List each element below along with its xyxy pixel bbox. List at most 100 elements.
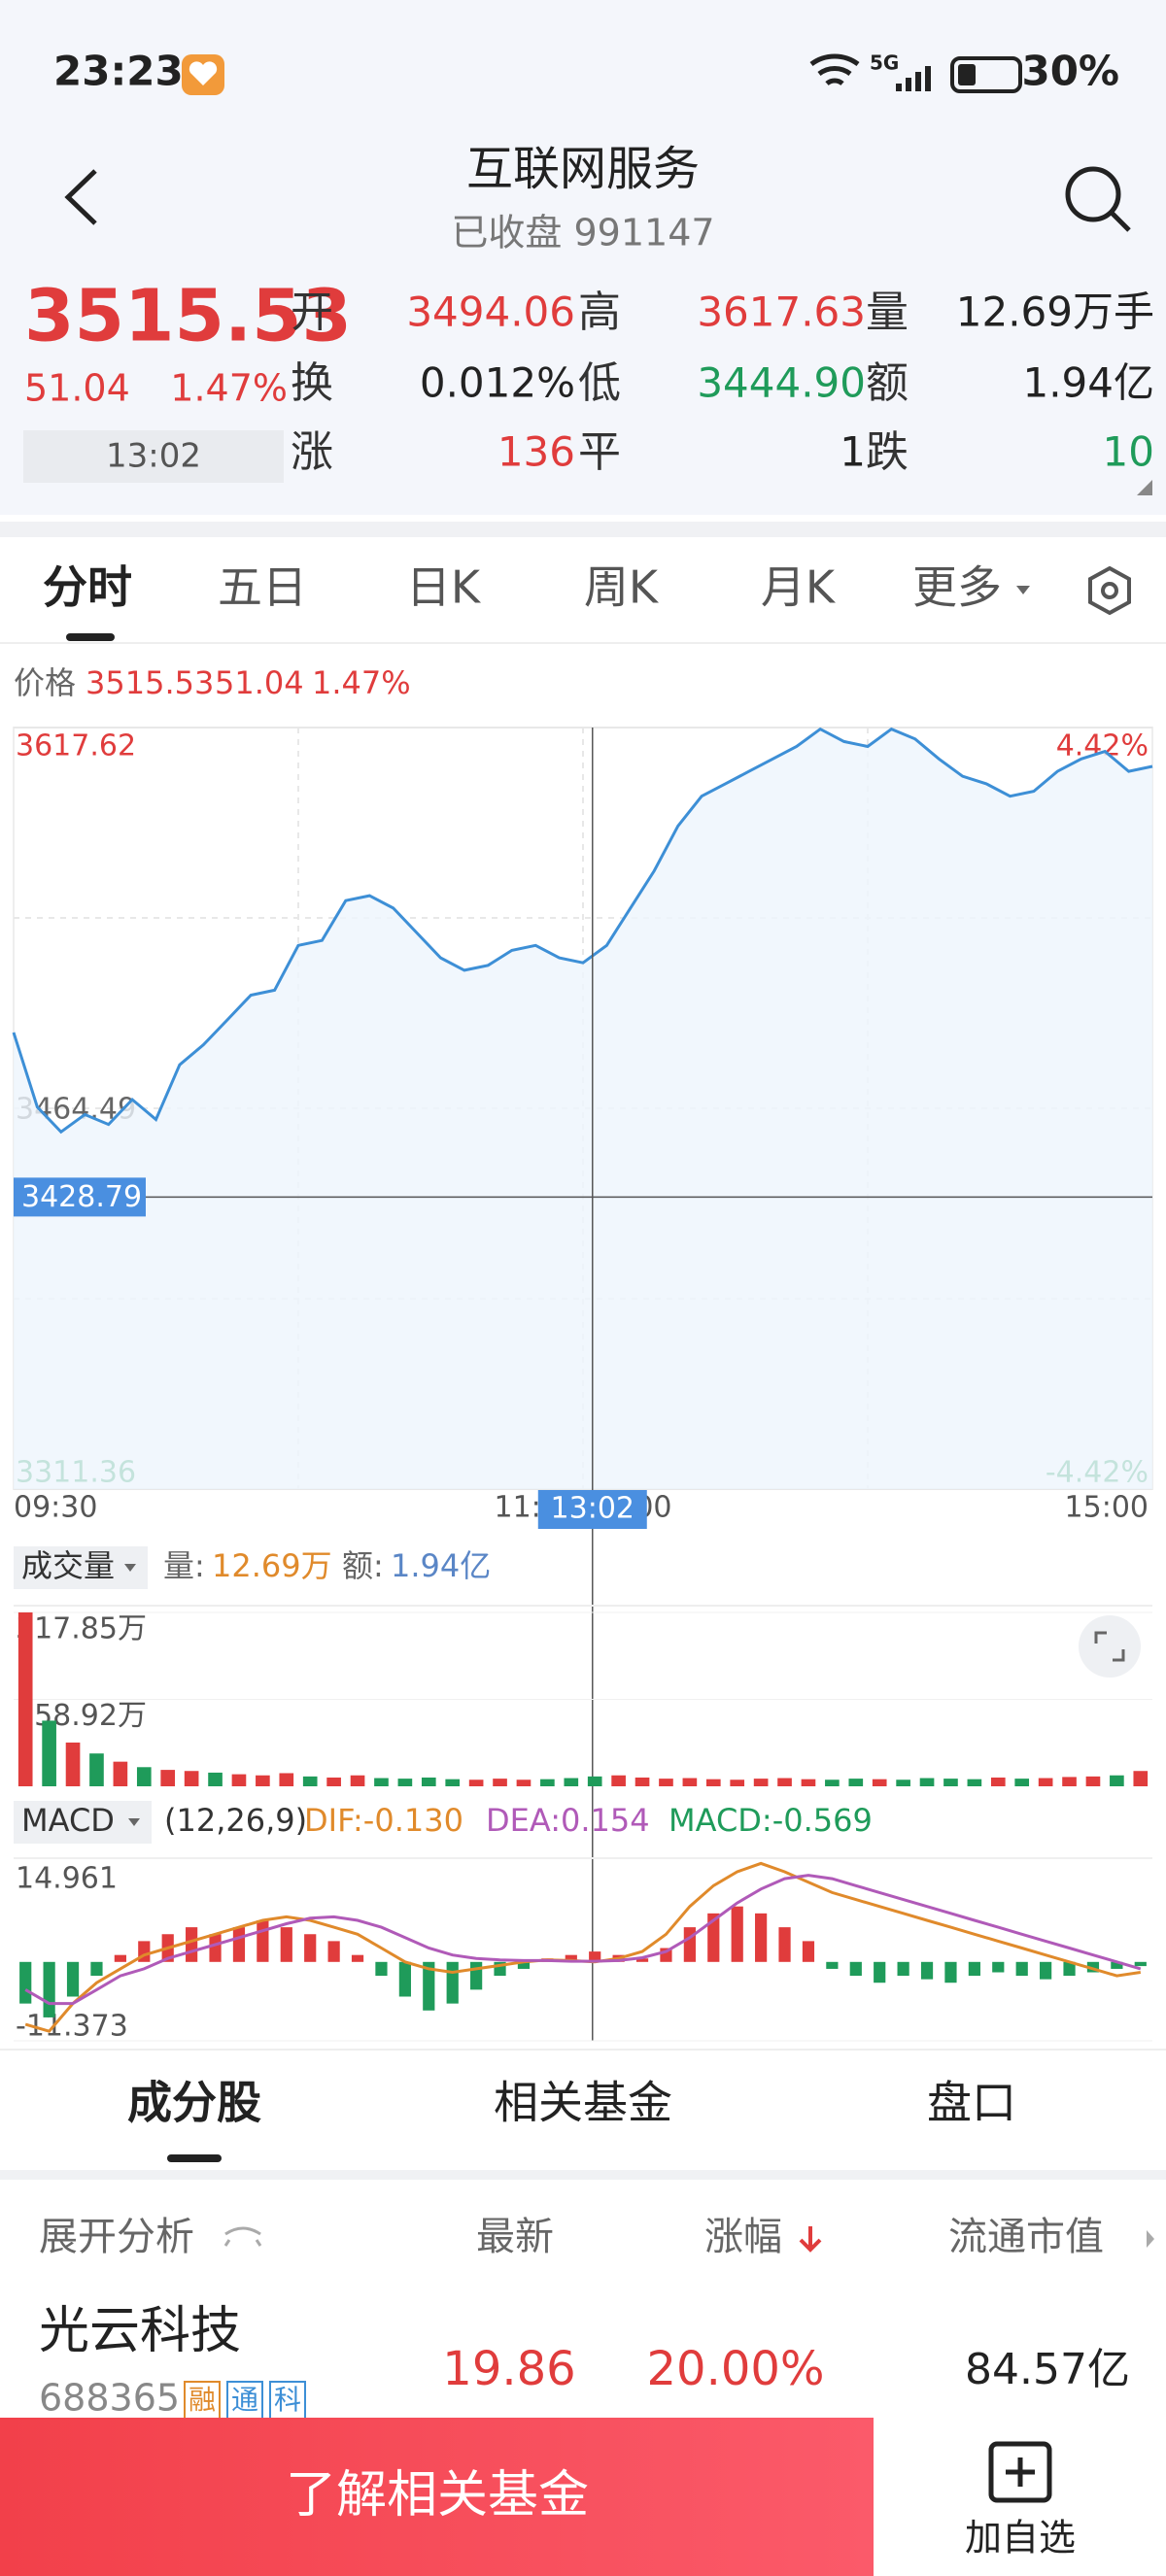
macd-bar: [778, 1927, 791, 1962]
x-tick-label: 09:30: [14, 1491, 97, 1525]
back-button[interactable]: [64, 169, 97, 225]
bottom-tab[interactable]: 相关基金: [494, 2077, 672, 2129]
crosshair-value: 3428.79: [21, 1180, 142, 1214]
field-value: 1.94亿: [1022, 359, 1154, 407]
time-box: [23, 430, 284, 483]
field-label: 量: [866, 288, 909, 337]
tab[interactable]: 分时: [43, 561, 132, 614]
macd-bar: [90, 1961, 103, 1977]
stock-name[interactable]: 光云科技: [39, 2302, 241, 2360]
macd-bar: [43, 1961, 55, 2017]
volume-bar: [350, 1775, 365, 1786]
battery-icon: [950, 56, 1022, 93]
macd-label: MACD:-0.569: [669, 1802, 873, 1839]
tab[interactable]: 更多: [912, 561, 1002, 614]
tab-underline: [66, 633, 115, 641]
macd-bar: [327, 1941, 340, 1962]
field-label: 涨: [291, 427, 333, 477]
bottom-tab[interactable]: 盘口: [927, 2077, 1016, 2129]
y-tick-label: 158.92万: [16, 1699, 147, 1733]
macd-bar: [731, 1906, 743, 1962]
search-handle: [1110, 211, 1131, 232]
fund-button[interactable]: [0, 2418, 874, 2576]
macd-bar: [232, 1927, 246, 1962]
sort-arrow: [799, 2226, 822, 2253]
bottom-tab[interactable]: 成分股: [127, 2077, 261, 2129]
crosshair-time: 13:02: [551, 1492, 634, 1526]
field-label: 平: [578, 427, 621, 477]
volume-bar: [1014, 1779, 1030, 1786]
field-label: 高: [578, 288, 621, 337]
field-value: 3444.90: [697, 359, 866, 407]
settings-dot: [1101, 582, 1118, 599]
volume-bar: [113, 1761, 128, 1786]
table-header[interactable]: 最新: [476, 2215, 554, 2259]
field-label: 低: [578, 358, 621, 408]
volume-bar: [634, 1777, 650, 1786]
macd-bar: [920, 1961, 934, 1980]
battery-level: [958, 64, 976, 85]
volume-bar: [279, 1773, 294, 1786]
volume-selector[interactable]: [14, 1546, 148, 1589]
tab[interactable]: 月K: [761, 561, 837, 614]
macd-bar: [1040, 1961, 1052, 1980]
y-tick-label: 14.961: [16, 1862, 118, 1896]
table-header[interactable]: 涨幅: [704, 2215, 782, 2259]
dropdown-arrow: [124, 1564, 136, 1572]
macd-title: MACD: [21, 1802, 115, 1839]
change-pct: 1.47%: [170, 367, 288, 410]
macd-bar: [470, 1961, 483, 1990]
macd-bar: [423, 1961, 435, 2011]
tag: 融: [189, 2384, 216, 2416]
macd-bar: [802, 1941, 815, 1962]
bottom-tab-underline: [167, 2154, 222, 2162]
volume-bar: [611, 1775, 626, 1786]
macd-selector[interactable]: [14, 1801, 152, 1844]
table-header[interactable]: 流通市值: [948, 2215, 1104, 2259]
search-button[interactable]: [1065, 166, 1121, 222]
volume-bar: [540, 1779, 555, 1786]
macd-bar: [1086, 1961, 1100, 1973]
volume-bar: [990, 1777, 1006, 1786]
separator: [0, 522, 1166, 537]
volume-bar: [184, 1771, 199, 1786]
volume-bar: [160, 1770, 176, 1786]
volume-bar: [1110, 1775, 1124, 1786]
expand-button[interactable]: [1079, 1615, 1141, 1678]
eye-icon: [223, 2226, 262, 2247]
settings-button[interactable]: [1088, 565, 1131, 616]
volume-bar: [1038, 1778, 1053, 1786]
macd-bar: [897, 1961, 909, 1977]
volume-bar: [89, 1753, 104, 1786]
tab[interactable]: 周K: [584, 561, 660, 614]
macd-bar: [1015, 1961, 1028, 1977]
dropdown-arrow: [1016, 586, 1030, 594]
volume-bar: [493, 1779, 507, 1786]
volume-bar: [136, 1767, 152, 1786]
table-header[interactable]: 展开分析: [39, 2215, 194, 2259]
legend-price: 3515.53: [86, 664, 214, 701]
price-line: [12, 727, 1153, 1135]
field-value: 3617.63: [697, 288, 866, 336]
tab[interactable]: 五日: [218, 561, 307, 614]
volume-bar: [943, 1779, 958, 1786]
field-value: 10: [1103, 428, 1154, 476]
tab[interactable]: 日K: [406, 561, 482, 614]
volume-bar: [848, 1779, 864, 1786]
macd-bar: [19, 1961, 32, 2004]
field-value: 136: [497, 428, 575, 476]
dif-label: DIF:-0.130: [304, 1802, 463, 1839]
scroll-arrow: [1147, 2230, 1154, 2248]
dropdown-arrow: [128, 1818, 140, 1826]
macd-bar: [186, 1927, 198, 1962]
macd-bar: [66, 1961, 80, 1997]
volume-bar: [753, 1779, 769, 1786]
dea-label: DEA:0.154: [486, 1802, 650, 1839]
volume-bar: [326, 1777, 341, 1786]
macd-params: (12,26,9): [164, 1802, 307, 1839]
volume-bar: [208, 1772, 223, 1786]
field-label: 换: [291, 358, 333, 408]
tag: 科: [274, 2384, 301, 2416]
